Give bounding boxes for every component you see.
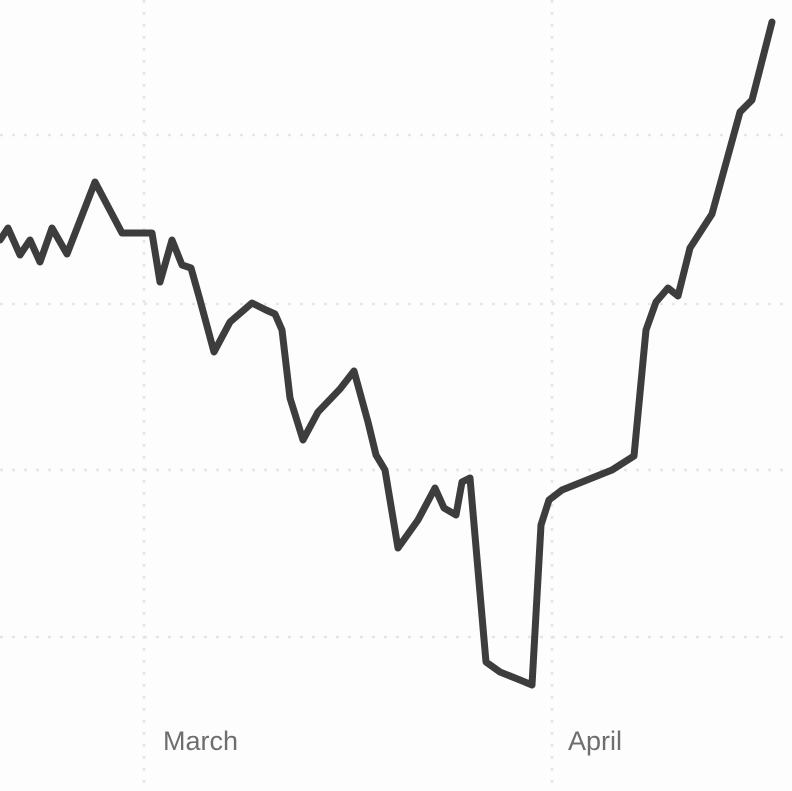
horizontal-gridlines-group <box>0 133 792 639</box>
x-axis-tick-label-march: March <box>163 726 238 756</box>
x-axis-tick-label-april: April <box>568 726 622 756</box>
vertical-gridlines-group <box>142 0 554 791</box>
data-series-line <box>0 18 776 689</box>
